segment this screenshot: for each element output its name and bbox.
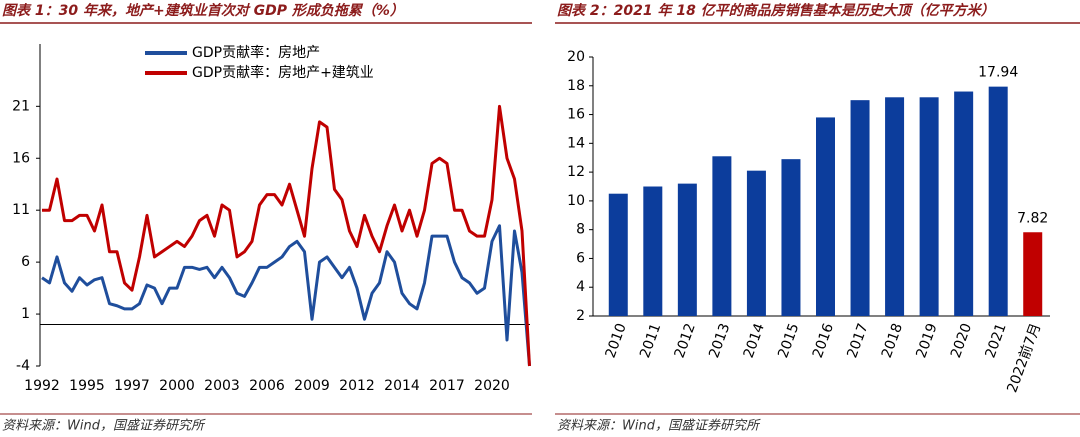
y-tick-label: 8 — [576, 222, 585, 238]
x-tick-label: 2015 — [775, 321, 802, 360]
legend-label: GDP贡献率：房地产 — [192, 44, 320, 61]
bar — [954, 91, 974, 317]
x-tick-label: 2000 — [159, 378, 195, 394]
y-tick-label: 1 — [21, 306, 30, 322]
x-tick-label: 2011 — [637, 321, 664, 360]
y-tick-label: 16 — [567, 107, 585, 123]
y-tick-label: 20 — [567, 49, 585, 65]
value-label: 7.82 — [1017, 210, 1048, 226]
bar — [885, 97, 905, 317]
x-tick-label: 2020 — [948, 321, 975, 360]
x-tick-label: 2019 — [913, 321, 940, 360]
x-tick-label: 2013 — [706, 321, 733, 360]
bar — [1023, 232, 1043, 316]
x-tick-label: 2021 — [982, 321, 1009, 360]
x-tick-label: 2020 — [474, 378, 510, 394]
y-tick-label: 18 — [567, 78, 585, 94]
x-tick-label: 1992 — [24, 378, 60, 394]
legend-label: GDP贡献率：房地产+建筑业 — [192, 64, 374, 81]
y-tick-label: 10 — [567, 193, 585, 209]
x-tick-label: 1997 — [114, 378, 150, 394]
y-tick-label: -4 — [16, 358, 30, 374]
x-tick-label: 2010 — [603, 321, 630, 360]
bar — [850, 100, 870, 317]
x-tick-label: 1995 — [69, 378, 105, 394]
bar — [988, 86, 1008, 316]
y-tick-label: 14 — [567, 135, 585, 151]
x-tick-label: 2014 — [384, 378, 420, 394]
x-tick-label: 2017 — [429, 378, 465, 394]
x-tick-label: 2006 — [249, 378, 285, 394]
chart-title: 图表 2：2021 年 18 亿平的商品房销售基本是历史大顶（亿平方米） — [557, 2, 995, 19]
line-series — [41, 224, 531, 367]
source: 资料来源：Wind，国盛证券研究所 — [557, 418, 761, 434]
bar — [712, 156, 732, 316]
bar — [608, 193, 628, 316]
y-tick-label: 6 — [21, 254, 30, 270]
y-tick-label: 11 — [12, 202, 30, 218]
x-tick-label: 2014 — [741, 321, 768, 360]
bar — [781, 159, 801, 316]
bar — [919, 97, 939, 317]
x-tick-label: 2017 — [844, 321, 871, 360]
x-tick-label: 2022前7月 — [1003, 321, 1044, 395]
x-tick-label: 2003 — [204, 378, 240, 394]
y-tick-label: 16 — [12, 150, 30, 166]
x-tick-label: 2018 — [879, 321, 906, 360]
bar — [746, 170, 766, 316]
bar — [677, 183, 697, 316]
x-tick-label: 2012 — [672, 321, 699, 360]
y-tick-label: 2 — [576, 308, 585, 324]
bar — [816, 117, 835, 316]
chart-title: 图表 1：30 年来，地产+建筑业首次对 GDP 形成负拖累（%） — [2, 2, 404, 19]
line-series — [42, 104, 531, 367]
x-tick-label: 2009 — [294, 378, 330, 394]
y-tick-label: 21 — [12, 98, 30, 114]
source: 资料来源：Wind，国盛证券研究所 — [2, 418, 206, 434]
y-tick-label: 4 — [576, 279, 585, 295]
value-label: 17.94 — [978, 65, 1018, 81]
x-tick-label: 2016 — [810, 321, 837, 360]
y-tick-label: 12 — [567, 164, 585, 180]
x-tick-label: 2012 — [339, 378, 375, 394]
y-tick-label: 6 — [576, 250, 585, 266]
bar — [643, 186, 663, 316]
